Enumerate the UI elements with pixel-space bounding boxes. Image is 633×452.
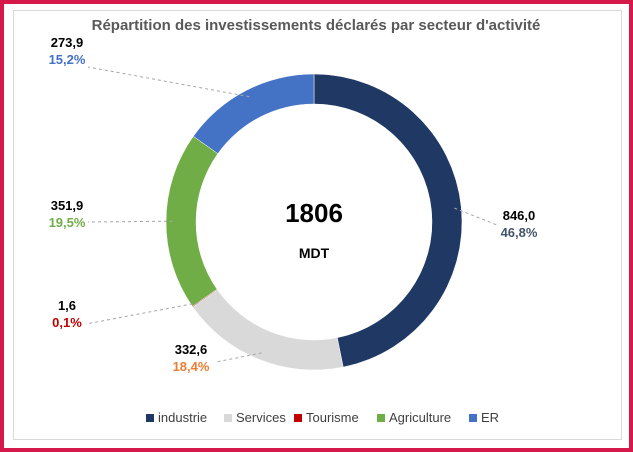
legend-swatch-tourisme (294, 414, 302, 422)
legend-label-services: Services (236, 410, 286, 425)
legend-label-er: ER (481, 410, 499, 425)
percent-label-services: 18,4% (173, 359, 210, 374)
chart-title: Répartition des investissements déclarés… (92, 17, 541, 34)
percent-label-industrie: 46,8% (501, 225, 538, 240)
legend-label-tourisme: Tourisme (306, 410, 359, 425)
value-label-tourisme: 1,6 (58, 298, 76, 313)
legend-swatch-industrie (146, 414, 154, 422)
data-labels: 846,0 46,8% 332,6 18,4% 1,6 0,1% 351,9 19,5% 273… (49, 35, 538, 374)
center-total: 1806 (285, 198, 343, 228)
slice-industrie (313, 73, 463, 368)
legend-swatch-agriculture (377, 414, 385, 422)
legend-label-industrie: industrie (158, 410, 207, 425)
leader-lines (85, 66, 498, 363)
slice-services (192, 289, 344, 371)
legend-swatch-services (224, 414, 232, 422)
value-label-agriculture: 351,9 (51, 198, 84, 213)
donut-slices (165, 73, 463, 371)
percent-label-agriculture: 19,5% (49, 215, 86, 230)
slice-er (193, 73, 315, 154)
percent-label-tourisme: 0,1% (52, 315, 82, 330)
legend-swatch-er (469, 414, 477, 422)
leader-line-agriculture (87, 220, 174, 223)
center-unit: MDT (299, 245, 330, 261)
legend: industrie Services Tourisme Agriculture ER (146, 410, 499, 425)
slice-agriculture (165, 135, 219, 307)
value-label-industrie: 846,0 (503, 208, 536, 223)
leader-line-services (215, 352, 262, 363)
percent-label-er: 15,2% (49, 52, 86, 67)
leader-line-er (87, 66, 250, 98)
legend-label-agriculture: Agriculture (389, 410, 451, 425)
leader-line-industrie (454, 207, 498, 226)
leader-line-tourisme (85, 302, 199, 325)
value-label-er: 273,9 (51, 35, 84, 50)
value-label-services: 332,6 (175, 342, 208, 357)
